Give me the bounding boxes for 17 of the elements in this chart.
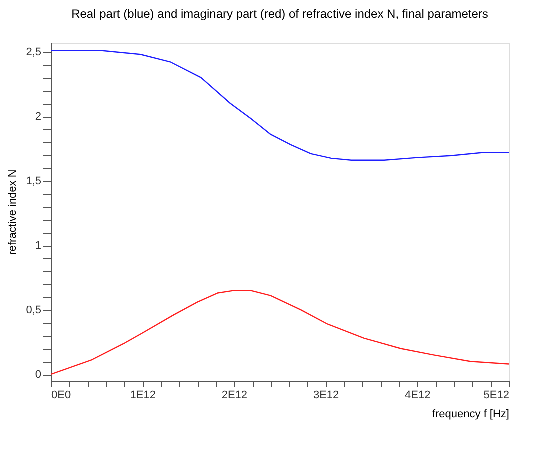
x-tick-label: 5E12 xyxy=(484,390,510,402)
y-tick-label: 1,5 xyxy=(26,176,42,188)
x-tick-label: 3E12 xyxy=(313,390,340,402)
y-axis-title: refractive index N xyxy=(7,170,20,256)
x-tick-label: 1E12 xyxy=(130,390,156,402)
y-tick-label: 0 xyxy=(35,369,42,382)
x-tick-label: 0E0 xyxy=(52,390,72,402)
x-tick-label: 4E12 xyxy=(405,390,431,402)
x-axis-title: frequency f [Hz] xyxy=(432,408,510,420)
y-tick-label: 2 xyxy=(35,111,42,124)
y-tick-label: 1 xyxy=(35,240,42,252)
chart-title: Real part (blue) and imaginary part (red) of refractive index N, final parameters xyxy=(72,7,488,21)
y-tick-label: 2,5 xyxy=(26,46,42,59)
line-series xyxy=(50,290,510,376)
x-tick-label: 2E12 xyxy=(222,390,248,402)
line-series xyxy=(50,50,510,161)
y-tick-label: 0,5 xyxy=(26,304,42,317)
